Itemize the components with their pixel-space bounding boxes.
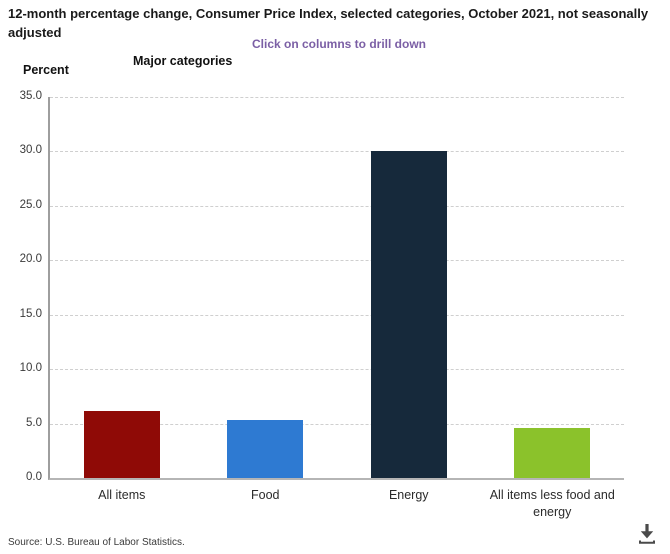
gridline (50, 314, 624, 316)
gridline (50, 369, 624, 371)
download-icon (635, 521, 659, 545)
gridline (50, 205, 624, 207)
x-axis-category-label: Food (251, 488, 280, 502)
x-axis-category-label: All items (98, 488, 146, 502)
x-axis-category-label: Energy (388, 488, 429, 502)
x-axis-title: Major categories (133, 54, 233, 68)
y-axis-tick-label: 30.0 (19, 144, 42, 157)
y-axis-tick-label: 0.0 (26, 471, 42, 483)
source-note: Source: U.S. Bureau of Labor Statistics. (8, 537, 185, 548)
bar-all-items-less-food-and-energy[interactable] (514, 427, 591, 478)
y-axis-tick-label: 25.0 (19, 198, 42, 211)
bar-energy[interactable] (370, 151, 447, 478)
gridline (50, 97, 624, 98)
y-axis-tick-label: 5.0 (26, 416, 42, 429)
y-axis-title: Percent (23, 63, 69, 77)
x-axis-category-label: All items less food and energy (489, 488, 615, 519)
gridline (50, 260, 624, 262)
y-axis-tick-label: 15.0 (19, 307, 42, 320)
bar-all-items[interactable] (83, 410, 160, 478)
gridline (50, 151, 624, 153)
gridline (50, 423, 624, 425)
download-button[interactable] (633, 519, 661, 547)
bar-food[interactable] (227, 420, 304, 478)
y-axis-tick-label: 10.0 (19, 362, 42, 375)
plot-area: 0.0 5.0 10.0 15.0 20.0 25.0 30.0 35.0 All items F… (20, 90, 624, 519)
drilldown-hint: Click on columns to drill down (252, 37, 427, 51)
y-axis-tick-label: 20.0 (19, 253, 42, 266)
chart-title: 12-month percentage change, Consumer Pri… (8, 6, 649, 40)
y-axis-tick-label: 35.0 (19, 90, 42, 102)
